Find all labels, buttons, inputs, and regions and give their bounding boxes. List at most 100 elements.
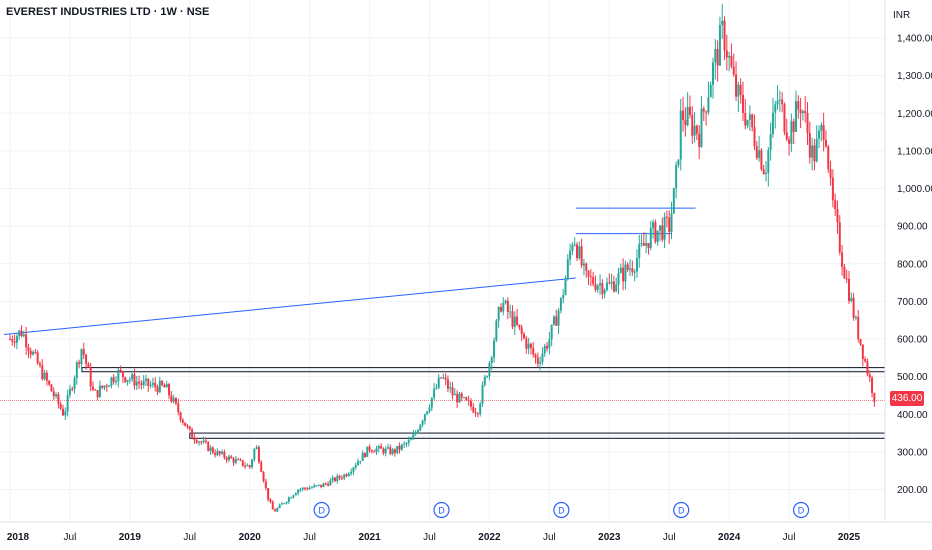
candle-body: [495, 320, 498, 341]
candle-body: [610, 281, 613, 284]
candle-body: [262, 471, 265, 482]
dividend-marker[interactable]: D: [553, 501, 570, 519]
candle-body: [841, 252, 844, 267]
candle-body: [133, 374, 136, 386]
candle-body: [682, 110, 685, 120]
candle-body: [38, 363, 41, 366]
candle-body: [555, 316, 558, 326]
candle-body: [587, 270, 590, 277]
candle-body: [363, 452, 366, 457]
candle-body: [573, 244, 576, 246]
candle-body: [423, 414, 426, 421]
candle-body: [705, 111, 708, 113]
trendline[interactable]: [3, 277, 576, 335]
candle-body: [684, 119, 687, 126]
candle-body: [350, 471, 353, 474]
candle-body: [327, 483, 330, 486]
dividend-marker-label: D: [318, 506, 325, 516]
candle-body: [433, 388, 436, 398]
candle-body: [767, 150, 770, 173]
candle-body: [476, 413, 479, 415]
candle-body: [370, 450, 373, 452]
time-axis[interactable]: 2018 Jul 2019 Jul 2020 Jul 2021 Jul 2022 Jul 2023 J…: [0, 521, 932, 543]
candle-body: [675, 165, 678, 189]
candle-body: [43, 372, 46, 380]
candle-body: [741, 94, 744, 113]
candle-body: [172, 398, 175, 402]
candle-body: [27, 347, 30, 351]
candle-body: [241, 460, 244, 466]
dividend-marker[interactable]: D: [433, 501, 450, 519]
candle-body: [108, 385, 111, 387]
candle-body: [331, 477, 334, 481]
candle-body: [45, 372, 48, 381]
candle-body: [589, 276, 592, 278]
candle-body: [91, 386, 94, 390]
dividend-marker[interactable]: D: [313, 501, 330, 519]
candle-body: [493, 340, 496, 358]
candle-body: [115, 381, 118, 383]
candle-body: [451, 387, 454, 396]
candle-body: [428, 407, 431, 412]
candle-body: [799, 109, 802, 114]
dividend-marker-circle: [433, 501, 450, 519]
candle-body: [66, 394, 69, 412]
currency-label[interactable]: INR: [893, 10, 911, 21]
candle-body: [13, 341, 16, 343]
dividend-marker[interactable]: D: [792, 501, 810, 519]
candle-body: [170, 395, 173, 402]
candle-body: [82, 349, 85, 355]
candle-body: [718, 25, 721, 66]
candle-body: [596, 285, 599, 290]
candle-body: [661, 225, 664, 240]
candle-body: [739, 84, 742, 95]
x-tick-label: 2022: [478, 532, 501, 543]
candle-body: [463, 397, 466, 399]
candle-body: [73, 378, 76, 390]
candle-body: [253, 449, 256, 460]
x-tick-label: 2025: [838, 532, 861, 543]
candle-body: [831, 177, 834, 201]
candle-body: [762, 169, 765, 175]
candle-body: [276, 508, 279, 512]
x-tick-label: 2020: [239, 532, 262, 543]
candle-body: [71, 388, 74, 390]
candle-body: [244, 465, 247, 467]
dividend-marker[interactable]: D: [673, 501, 690, 519]
price-axis[interactable]: 200.00 300.00 400.00 500.00 600.00 700.00 800.…: [884, 0, 932, 522]
candle-body: [725, 50, 728, 58]
candle-body: [389, 447, 392, 454]
candle-body: [310, 487, 313, 489]
x-tick-label: Jul: [183, 532, 196, 543]
candle-body: [642, 243, 645, 246]
candle-body: [693, 125, 696, 136]
candle-body: [391, 449, 394, 454]
support-zone[interactable]: [81, 367, 886, 373]
candle-body: [117, 369, 120, 382]
candle-body: [497, 307, 500, 321]
candle-body: [548, 339, 551, 349]
y-tick-label: 300.00: [897, 447, 928, 458]
candle-body: [103, 385, 106, 388]
candle-body: [25, 334, 28, 348]
candle-body: [345, 474, 348, 477]
candle-body: [138, 381, 141, 384]
support-zone[interactable]: [189, 432, 886, 439]
candle-body: [223, 451, 226, 458]
chart-title: EVEREST INDUSTRIES LTD · 1W · NSE: [6, 6, 210, 18]
candle-body: [149, 384, 152, 386]
candle-body: [617, 272, 620, 285]
candle-body: [68, 388, 71, 395]
candle-body: [264, 481, 267, 489]
candle-body: [186, 426, 189, 428]
y-tick-label: 1,300.00: [897, 71, 932, 82]
candle-body: [864, 359, 867, 362]
candle-body: [41, 365, 44, 380]
candle-body: [181, 420, 184, 423]
dividend-marker-label: D: [558, 506, 565, 516]
x-tick-label: Jul: [663, 532, 676, 543]
candle-body: [80, 349, 83, 365]
candle-body: [426, 411, 429, 415]
